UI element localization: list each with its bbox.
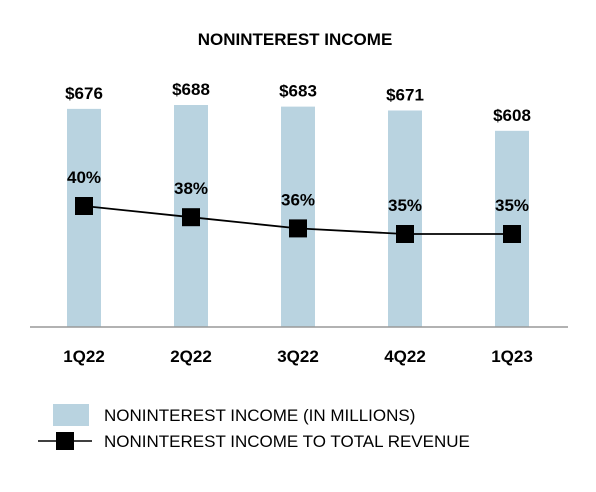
ratio-marker [75, 197, 93, 215]
legend: NONINTEREST INCOME (IN MILLIONS) NONINTE… [38, 404, 470, 451]
x-tick-label: 3Q22 [277, 347, 319, 366]
x-tick-label: 1Q22 [63, 347, 105, 366]
bar-value-label: $688 [172, 80, 210, 99]
bar-value-labels: $676 $688 $683 $671 $608 [65, 80, 531, 125]
bar-series [67, 105, 529, 327]
legend-label-line: NONINTEREST INCOME TO TOTAL REVENUE [104, 432, 470, 451]
ratio-value-label: 36% [281, 190, 315, 209]
ratio-value-label: 35% [495, 196, 529, 215]
ratio-marker [182, 208, 200, 227]
x-tick-label: 4Q22 [384, 347, 426, 366]
ratio-value-label: 38% [174, 179, 208, 198]
bar-value-label: $608 [493, 106, 531, 125]
legend-label-bar: NONINTEREST INCOME (IN MILLIONS) [104, 406, 415, 425]
x-tick-label: 2Q22 [170, 347, 212, 366]
line-series [75, 197, 521, 243]
legend-swatch-marker [56, 432, 74, 450]
ratio-value-label: 35% [388, 196, 422, 215]
x-axis-tick-labels: 1Q22 2Q22 3Q22 4Q22 1Q23 [63, 347, 533, 366]
legend-swatch-bar [53, 404, 89, 426]
line-value-labels: 40% 38% 36% 35% 35% [67, 168, 529, 215]
ratio-value-label: 40% [67, 168, 101, 187]
bar-4Q22 [388, 110, 422, 327]
bar-value-label: $671 [386, 85, 424, 104]
bar-3Q22 [281, 106, 315, 327]
bar-value-label: $683 [279, 82, 317, 101]
x-tick-label: 1Q23 [491, 347, 533, 366]
ratio-marker [503, 225, 521, 243]
bar-1Q22 [67, 108, 101, 327]
ratio-marker [396, 225, 414, 243]
bar-value-label: $676 [65, 84, 103, 103]
ratio-marker [289, 219, 307, 238]
chart-title: NONINTEREST INCOME [198, 30, 393, 49]
